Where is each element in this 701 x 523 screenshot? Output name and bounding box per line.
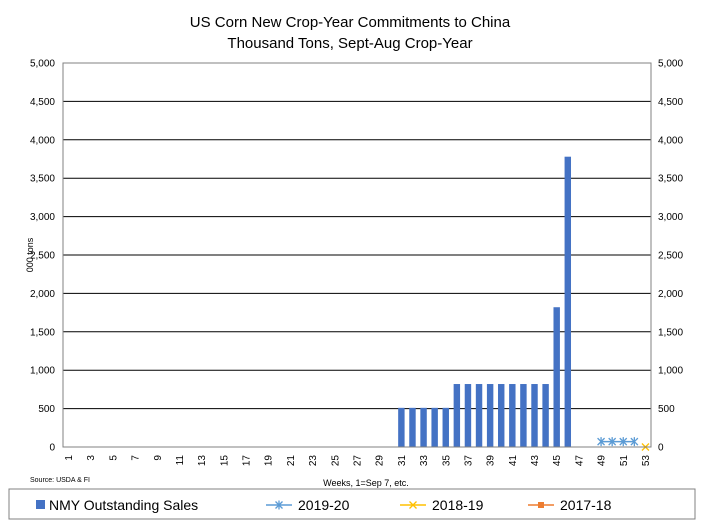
y-tick-label-right: 1,000 bbox=[658, 366, 683, 377]
bar bbox=[453, 384, 461, 447]
y-tick-label-left: 2,000 bbox=[30, 289, 55, 300]
bar bbox=[542, 384, 549, 447]
legend: NMY Outstanding Sales 2019-20 2018-19 2017-… bbox=[36, 497, 612, 513]
x-tick-label: 21 bbox=[286, 455, 297, 467]
y-tick-label-left: 3,000 bbox=[30, 212, 55, 223]
y-tick-label-left: 5,000 bbox=[30, 59, 55, 70]
y-tick-label-right: 0 bbox=[658, 443, 664, 454]
y-tick-label-left: 4,500 bbox=[30, 97, 55, 108]
x-tick-label: 11 bbox=[175, 455, 186, 466]
legend-marker bbox=[275, 500, 283, 510]
bar bbox=[475, 384, 483, 447]
x-tick-label: 45 bbox=[552, 455, 563, 467]
x-tick-label: 5 bbox=[108, 455, 119, 461]
y-tick-label-right: 3,000 bbox=[658, 212, 683, 223]
x-tick-label: 9 bbox=[153, 455, 164, 461]
x-tick-label: 7 bbox=[131, 455, 142, 461]
bar bbox=[409, 407, 416, 447]
x-tick-label: 31 bbox=[397, 455, 408, 467]
x-tick-label: 43 bbox=[530, 455, 541, 467]
left-y-axis-ticks: 0 500 1,000 1,500 2,000 2,500 3,000 3,500 4,000 4… bbox=[30, 59, 55, 454]
x-tick-label: 37 bbox=[463, 455, 474, 467]
y-tick-label-right: 3,500 bbox=[658, 174, 683, 185]
y-tick-label-left: 1,500 bbox=[30, 327, 55, 338]
right-y-axis-ticks: 0 500 1,000 1,500 2,000 2,500 3,000 3,500 4,000 4… bbox=[658, 59, 683, 454]
marker-square bbox=[538, 502, 544, 508]
x-tick-label: 1 bbox=[64, 455, 75, 461]
chart-subtitle: Thousand Tons, Sept-Aug Crop-Year bbox=[227, 35, 472, 52]
source-note: Source: USDA & FI bbox=[30, 477, 90, 484]
legend-label: 2018-19 bbox=[432, 497, 484, 513]
gridlines bbox=[63, 62, 651, 410]
y-tick-label-left: 1,000 bbox=[30, 366, 55, 377]
bar-series bbox=[398, 156, 572, 448]
y-tick-label-left: 500 bbox=[38, 404, 55, 415]
x-tick-label: 53 bbox=[641, 455, 652, 467]
bar bbox=[442, 407, 449, 447]
legend-box bbox=[8, 488, 696, 520]
marker-stroke bbox=[409, 501, 417, 509]
x-tick-label: 25 bbox=[330, 455, 341, 467]
y-tick-label-right: 4,500 bbox=[658, 97, 683, 108]
bar bbox=[498, 384, 505, 447]
x-tick-label: 19 bbox=[264, 455, 275, 467]
bar bbox=[520, 384, 527, 447]
legend-marker bbox=[538, 502, 544, 508]
x-tick-label: 3 bbox=[86, 455, 97, 461]
y-tick-label-left: 4,000 bbox=[30, 135, 55, 146]
chart-title: US Corn New Crop-Year Commitments to Chi… bbox=[190, 14, 511, 31]
legend-marker bbox=[409, 501, 417, 509]
x-tick-label: 51 bbox=[619, 455, 630, 467]
legend-label: 2017-18 bbox=[560, 497, 612, 513]
x-tick-label: 47 bbox=[574, 455, 585, 467]
y-axis-label: 000 tons bbox=[25, 237, 35, 272]
legend-swatch bbox=[36, 500, 45, 509]
x-tick-label: 15 bbox=[219, 455, 230, 467]
legend-label: NMY Outstanding Sales bbox=[49, 497, 198, 513]
x-tick-label: 41 bbox=[508, 455, 519, 467]
x-tick-label: 49 bbox=[597, 455, 608, 467]
bar bbox=[431, 407, 438, 447]
bar bbox=[420, 407, 427, 447]
bar bbox=[553, 307, 560, 447]
bar bbox=[531, 384, 538, 447]
y-tick-label-right: 5,000 bbox=[658, 59, 683, 70]
bar bbox=[486, 384, 494, 447]
y-tick-label-left: 2,500 bbox=[30, 251, 55, 262]
x-axis-label: Weeks, 1=Sep 7, etc. bbox=[323, 478, 409, 488]
y-tick-label-right: 500 bbox=[658, 404, 675, 415]
x-tick-label: 33 bbox=[419, 455, 430, 467]
y-tick-label-right: 2,000 bbox=[658, 289, 683, 300]
plot-area-border bbox=[62, 62, 652, 448]
x-tick-label: 29 bbox=[375, 455, 386, 467]
y-tick-label-right: 1,500 bbox=[658, 327, 683, 338]
x-tick-label: 39 bbox=[486, 455, 497, 467]
x-tick-label: 17 bbox=[242, 455, 253, 467]
x-tick-label: 35 bbox=[441, 455, 452, 467]
y-tick-label-right: 2,500 bbox=[658, 251, 683, 262]
x-tick-label: 13 bbox=[197, 455, 208, 467]
bar bbox=[398, 407, 405, 447]
x-axis-ticks: 1 3 5 7 9 11 13 15 17 19 21 23 25 27 29 31 33 35 37 39 41 43 4… bbox=[64, 455, 652, 467]
x-tick-label: 23 bbox=[308, 455, 319, 467]
y-tick-label-right: 4,000 bbox=[658, 135, 683, 146]
legend-label: 2019-20 bbox=[298, 497, 350, 513]
bar bbox=[464, 384, 472, 447]
y-tick-label-left: 0 bbox=[49, 443, 55, 454]
bar bbox=[564, 156, 572, 448]
marker-series bbox=[597, 437, 650, 451]
y-tick-label-left: 3,500 bbox=[30, 174, 55, 185]
x-tick-label: 27 bbox=[353, 455, 364, 467]
bar bbox=[509, 384, 516, 447]
